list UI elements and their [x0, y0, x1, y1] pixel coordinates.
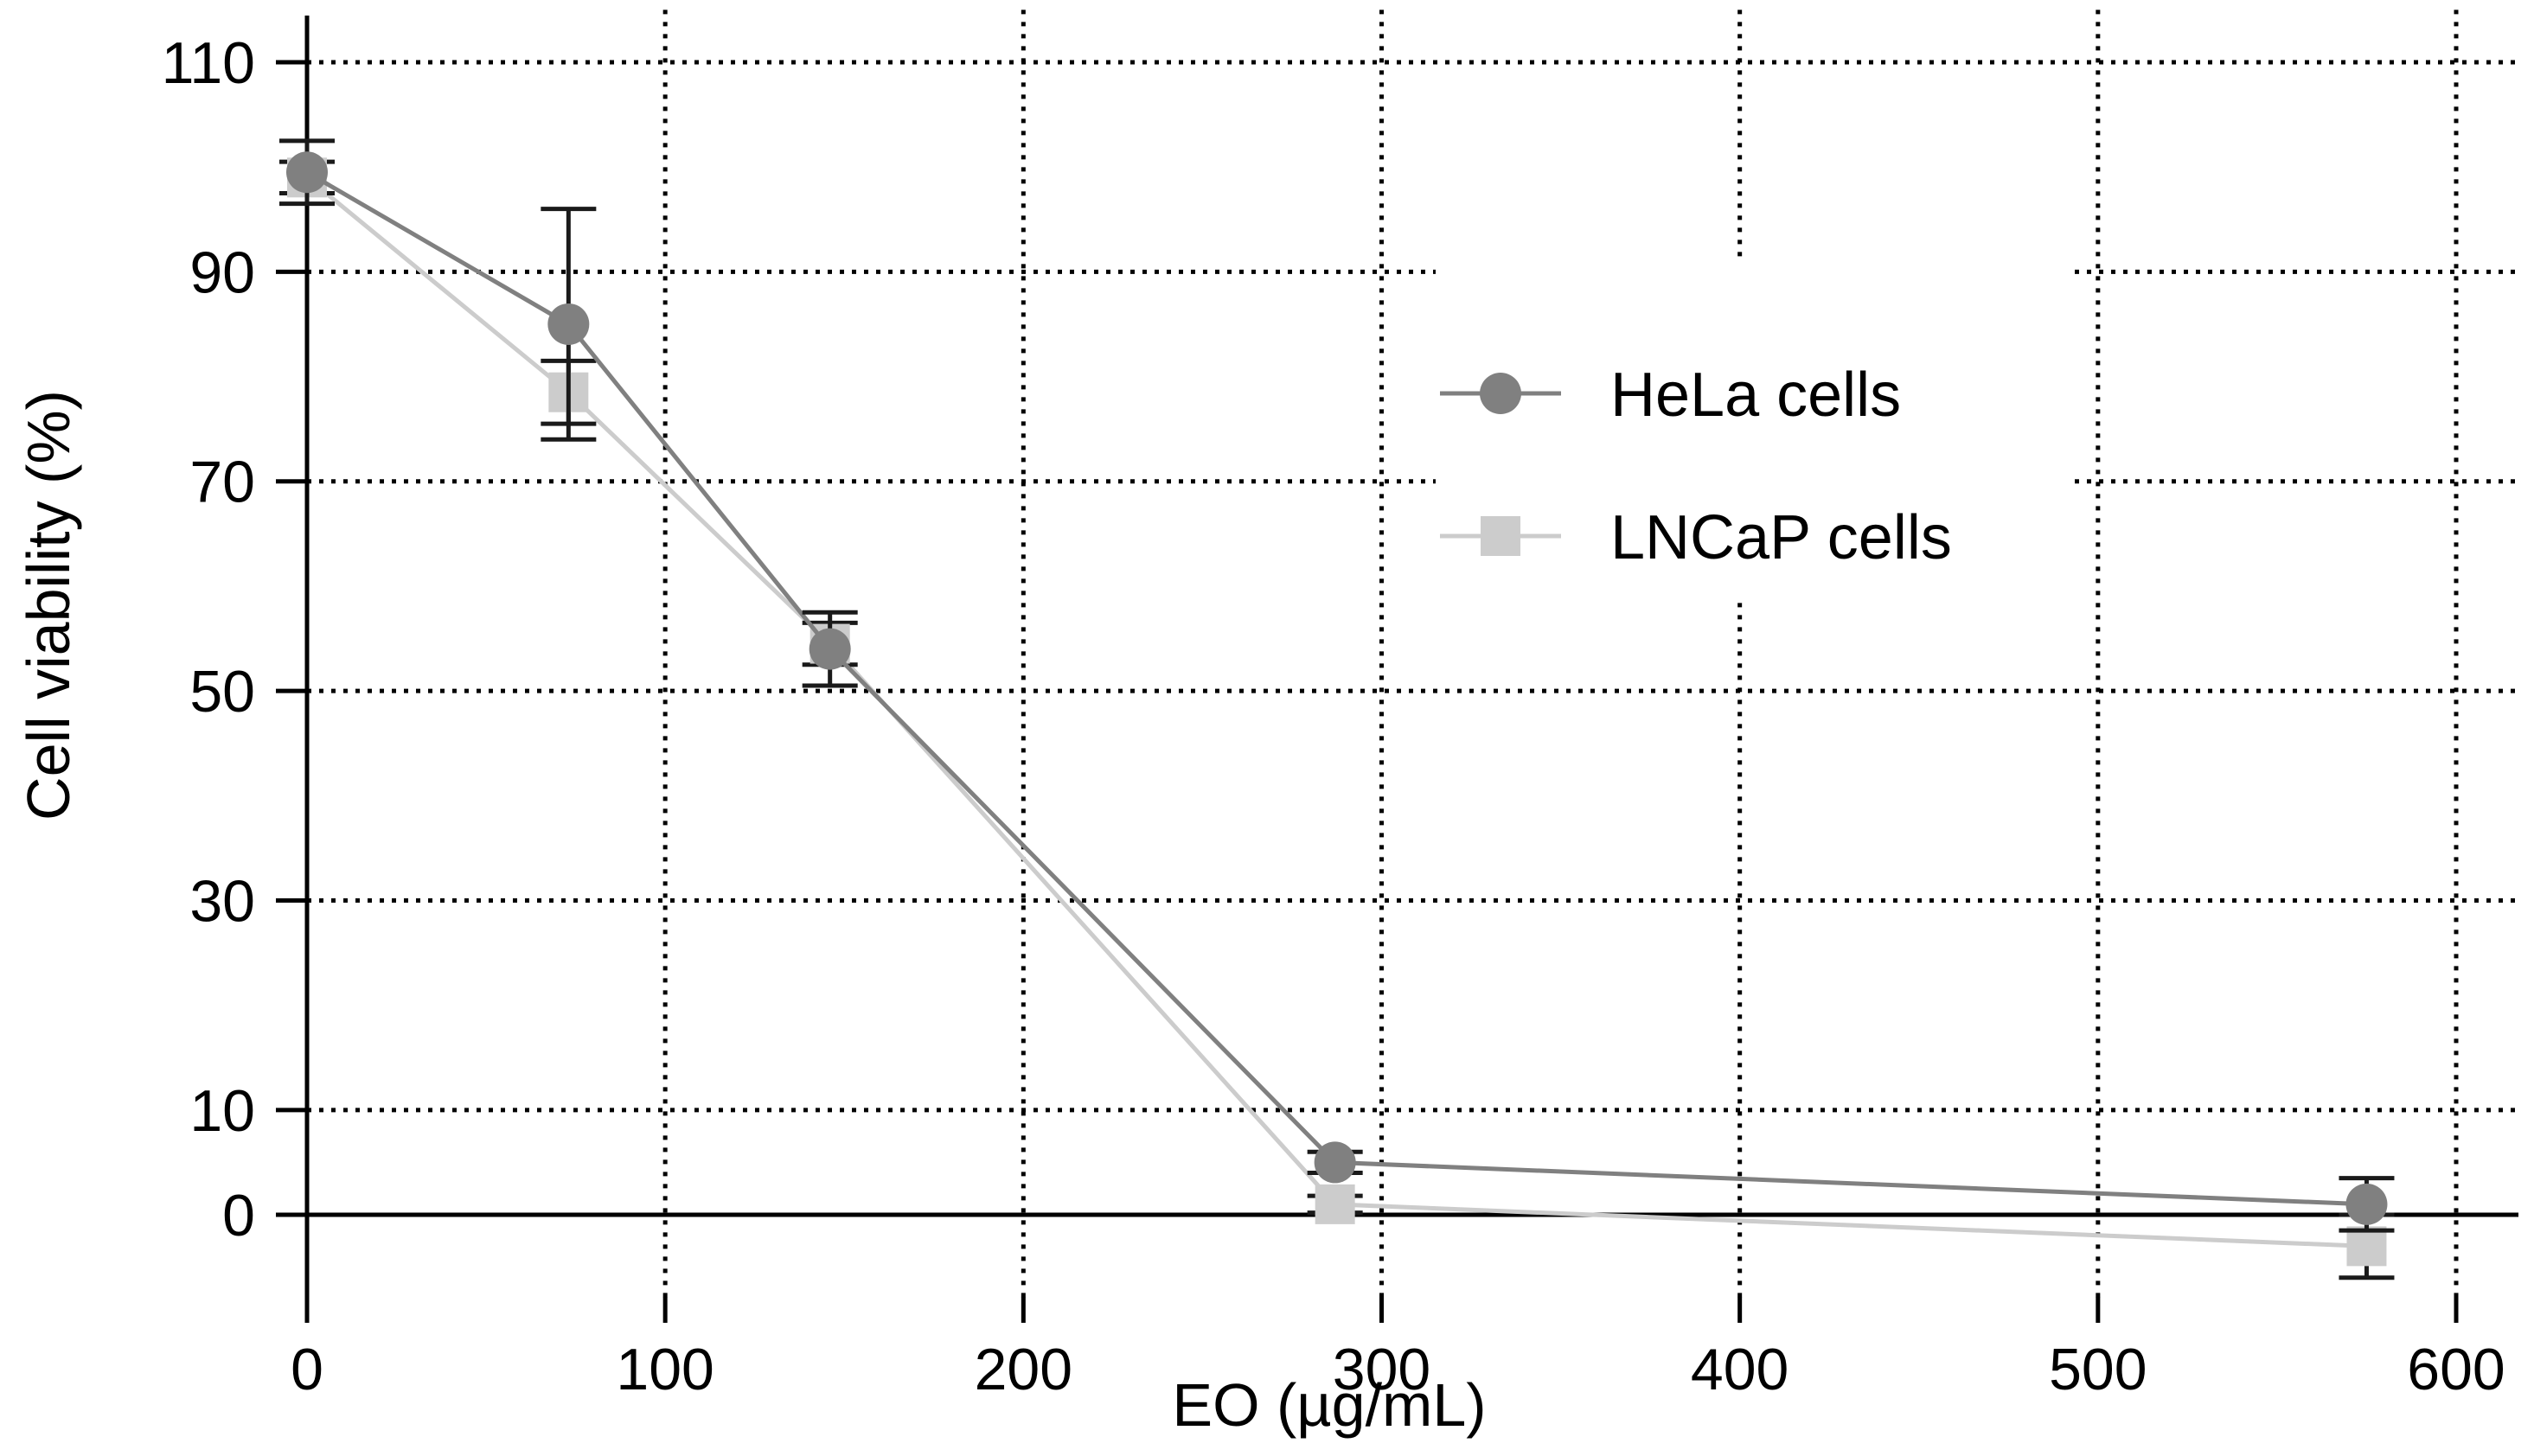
lncap-cells-point: [2346, 1226, 2387, 1267]
y-tick-label: 90: [189, 239, 255, 305]
x-axis-title: EO (µg/mL): [1172, 1371, 1486, 1439]
y-tick-label: 10: [189, 1078, 255, 1144]
y-axis-title: Cell viability (%): [15, 390, 82, 821]
hela-cells-point: [286, 151, 328, 194]
x-tick-label: 300: [1333, 1337, 1430, 1402]
series-hela-cells: [279, 138, 2395, 1233]
y-tick-label: 0: [222, 1183, 255, 1248]
axes: 0 10 30 50 70 90 110 0 100 200 300 400 500 600: [162, 16, 2518, 1402]
legend-item-lncap-cells: LNCaP cells: [1440, 503, 1952, 572]
x-tick-label: 500: [2049, 1337, 2147, 1402]
hela-cells-point: [809, 628, 851, 670]
series: [279, 138, 2395, 1280]
legend-marker: [1481, 516, 1520, 556]
x-tick-label: 400: [1691, 1337, 1789, 1402]
y-tick-label: 110: [162, 30, 255, 96]
y-tick-label: 50: [189, 659, 255, 725]
legend-item-hela-cells: HeLa cells: [1440, 361, 1901, 430]
legend: HeLa cells LNCaP cells: [1436, 259, 2067, 597]
grid: [307, 10, 2518, 1299]
y-tick-label: 30: [189, 868, 255, 934]
y-tick-label: 70: [189, 450, 255, 515]
x-tick-label: 600: [2407, 1337, 2505, 1402]
lncap-cells-point: [1315, 1184, 1355, 1224]
legend-marker: [1480, 373, 1521, 414]
hela-cells-point: [547, 303, 590, 345]
legend-background: [1436, 259, 2067, 597]
legend-label: HeLa cells: [1610, 361, 1901, 430]
x-tick-label: 200: [975, 1337, 1072, 1402]
x-tick-label: 100: [616, 1337, 713, 1402]
hela-cells-point: [1314, 1141, 1356, 1184]
x-tick-label: 0: [291, 1337, 323, 1402]
hela-cells-point: [2345, 1183, 2388, 1225]
legend-label: LNCaP cells: [1610, 503, 1952, 572]
